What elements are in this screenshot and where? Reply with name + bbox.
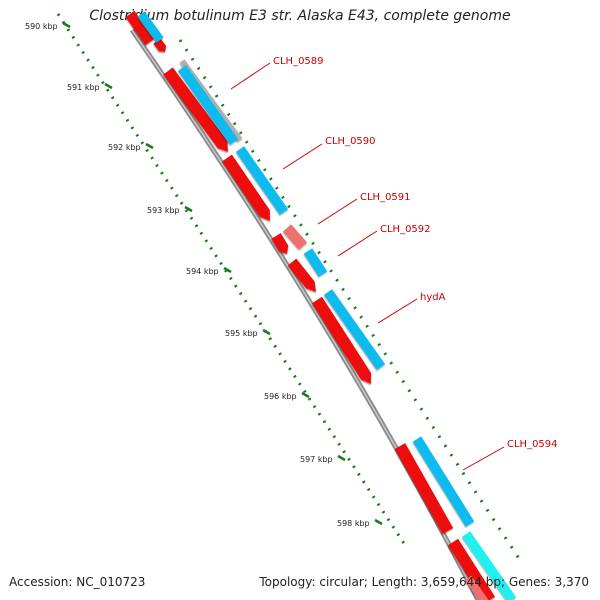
genome-backbone <box>129 28 481 600</box>
gc-skew-track <box>178 39 522 561</box>
gene-label[interactable]: CLH_0594 <box>507 439 558 450</box>
cds-feature <box>287 258 316 292</box>
cds-feature <box>282 224 308 250</box>
tick-label: 591 kbp <box>67 83 100 92</box>
gene-label-leader <box>377 298 418 324</box>
gene-label-leader <box>462 446 505 471</box>
cds-feature <box>271 233 289 254</box>
blast-hit <box>303 248 328 277</box>
cds-feature <box>125 10 155 46</box>
tick-label: 594 kbp <box>186 267 219 276</box>
tick-mark <box>184 205 193 213</box>
cds-feature <box>464 575 502 600</box>
gene-label[interactable]: CLH_0592 <box>380 224 431 235</box>
tick-mark <box>262 328 271 336</box>
cds-feature <box>163 67 229 153</box>
gene-label-leader <box>230 62 271 90</box>
tick-mark <box>104 82 113 90</box>
gene-label-leader <box>337 230 378 257</box>
tick-mark <box>145 142 154 150</box>
accession-text: Accession: NC_010723 <box>9 575 146 589</box>
blast-hit <box>235 146 289 215</box>
tick-mark <box>337 454 346 462</box>
tick-label: 595 kbp <box>225 329 258 338</box>
tick-label: 596 kbp <box>264 392 297 401</box>
blast-hit <box>137 11 164 43</box>
tick-label: 593 kbp <box>147 206 180 215</box>
tick-label: 597 kbp <box>300 455 333 464</box>
tick-mark <box>223 266 232 274</box>
gene-label[interactable]: CLH_0589 <box>273 56 324 67</box>
tick-label: 590 kbp <box>25 22 58 31</box>
blast-hit <box>461 531 517 600</box>
gene-labels: CLH_0589 CLH_0590 CLH_0591 CLH_0592 hydA CLH_… <box>230 56 558 471</box>
tick-label: 592 kbp <box>108 143 141 152</box>
cds-feature <box>447 538 496 600</box>
gc-content-track <box>56 13 407 546</box>
tick-label: 598 kbp <box>337 519 370 528</box>
tick-mark <box>62 21 71 29</box>
gene-label[interactable]: hydA <box>420 292 446 303</box>
gene-label-leader <box>317 198 358 225</box>
coordinate-ticks: 590 kbp 591 kbp 592 kbp 593 kbp 594 kbp 595 k… <box>25 21 383 528</box>
blast-hit <box>177 65 239 145</box>
cds-feature <box>222 154 270 221</box>
cds-feature <box>311 296 372 384</box>
tick-mark <box>301 391 310 399</box>
gene-label[interactable]: CLH_0591 <box>360 192 411 203</box>
gene-label[interactable]: CLH_0590 <box>325 136 376 147</box>
gene-label-leader <box>282 143 323 170</box>
blast-hit <box>412 436 475 527</box>
genome-summary: Topology: circular; Length: 3,659,644 bp… <box>259 575 589 589</box>
map-title: Clostridium botulinum E3 str. Alaska E43… <box>89 8 511 24</box>
tick-mark <box>374 518 383 526</box>
feature-tracks <box>125 10 517 600</box>
cds-feature <box>394 443 454 534</box>
blast-hit <box>323 289 386 370</box>
